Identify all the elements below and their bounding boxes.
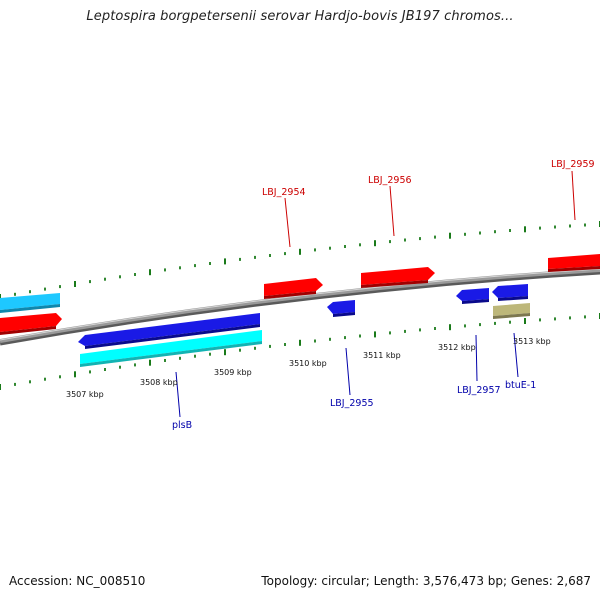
feature-plsb[interactable] <box>78 313 260 349</box>
feature-cyan-left[interactable] <box>0 293 60 313</box>
chromosome-backbone <box>0 268 600 346</box>
feature-btue-1[interactable] <box>493 303 530 319</box>
scale-label-3510: 3510 kbp <box>289 359 327 368</box>
scale-label-3513: 3513 kbp <box>513 337 551 346</box>
scale-label-3509: 3509 kbp <box>214 368 252 377</box>
feature-lbj-2957[interactable] <box>456 288 489 304</box>
map-title: Leptospira borgpetersenii serovar Hardjo… <box>86 9 514 24</box>
feature-red-left[interactable] <box>0 313 62 335</box>
feature-lbj-2956[interactable] <box>361 267 435 288</box>
feature-lbj-2954[interactable] <box>264 278 323 299</box>
feature-lbj-2959[interactable] <box>548 254 600 272</box>
reverse-scale-ticks <box>0 313 600 390</box>
gene-label-lbj-2955[interactable]: LBJ_2955 <box>330 398 374 409</box>
label-leaders <box>175 170 576 418</box>
scale-label-3512: 3512 kbp <box>438 343 476 352</box>
feature-cyan-bottom[interactable] <box>80 330 262 367</box>
gene-label-plsb[interactable]: plsB <box>172 420 192 431</box>
feature-lbj-2955[interactable] <box>327 300 355 317</box>
feature-lbj-2958[interactable] <box>492 284 528 301</box>
topology-summary-text: Topology: circular; Length: 3,576,473 bp… <box>261 574 591 588</box>
gene-label-lbj-2957[interactable]: LBJ_2957 <box>457 385 501 396</box>
forward-scale-ticks <box>0 221 600 300</box>
accession-text: Accession: NC_008510 <box>9 574 146 588</box>
scale-label-3508: 3508 kbp <box>140 378 178 387</box>
gene-label-lbj-2956[interactable]: LBJ_2956 <box>368 175 412 186</box>
gene-label-btue-1[interactable]: btuE-1 <box>505 380 536 391</box>
scale-label-3511: 3511 kbp <box>363 351 401 360</box>
scale-label-3507: 3507 kbp <box>66 390 104 399</box>
gene-label-lbj-2959[interactable]: LBJ_2959 <box>551 159 595 170</box>
gene-label-lbj-2954[interactable]: LBJ_2954 <box>262 187 306 198</box>
